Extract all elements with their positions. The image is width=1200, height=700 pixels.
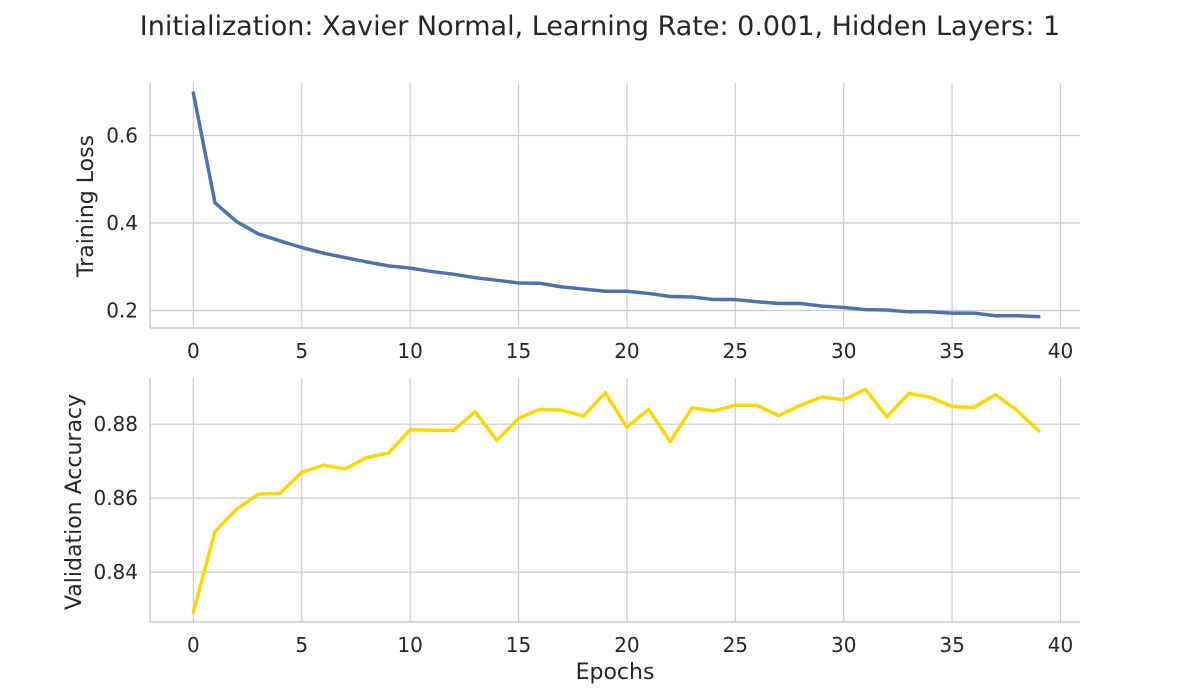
chart-title: Initialization: Xavier Normal, Learning … <box>140 11 1060 42</box>
validation-accuracy-xtick-label: 10 <box>397 633 422 657</box>
validation-accuracy-ytick-label: 0.88 <box>93 412 138 436</box>
training-loss-xtick-label: 15 <box>506 339 531 363</box>
training-loss-panel: 0 5 10 15 20 25 30 35 40 0.2 0.4 0.6 Training Loss <box>74 83 1080 363</box>
training-loss-ytick-label: 0.6 <box>106 124 138 148</box>
validation-accuracy-xtick-label: 35 <box>939 633 964 657</box>
training-loss-xtick-label: 0 <box>187 339 200 363</box>
training-loss-ytick-label: 0.4 <box>106 211 138 235</box>
validation-accuracy-ytick-label: 0.86 <box>93 486 138 510</box>
training-loss-tick-labels: 0 5 10 15 20 25 30 35 40 0.2 0.4 0.6 <box>106 124 1073 364</box>
validation-accuracy-xtick-label: 20 <box>614 633 639 657</box>
x-axis-label: Epochs <box>576 660 655 685</box>
training-loss-xtick-label: 25 <box>723 339 748 363</box>
validation-accuracy-tick-labels: 0 5 10 15 20 25 30 35 40 0.84 0.86 0.88 <box>93 412 1073 657</box>
training-loss-xtick-label: 40 <box>1048 339 1073 363</box>
validation-accuracy-ylabel: Validation Accuracy <box>62 394 87 610</box>
training-loss-ytick-label: 0.2 <box>106 299 138 323</box>
validation-accuracy-xtick-label: 15 <box>506 633 531 657</box>
training-loss-xtick-label: 20 <box>614 339 639 363</box>
validation-accuracy-xtick-label: 0 <box>187 633 200 657</box>
validation-accuracy-grid <box>150 378 1080 622</box>
validation-accuracy-xtick-label: 5 <box>295 633 308 657</box>
validation-accuracy-line <box>191 387 1041 614</box>
training-loss-xtick-label: 10 <box>397 339 422 363</box>
training-loss-xtick-label: 30 <box>831 339 856 363</box>
validation-accuracy-ytick-label: 0.84 <box>93 560 138 584</box>
validation-accuracy-xtick-label: 30 <box>831 633 856 657</box>
validation-accuracy-panel: 0 5 10 15 20 25 30 35 40 0.84 0.86 0.88 Validation … <box>62 378 1080 657</box>
training-loss-line <box>191 91 1041 319</box>
training-loss-ylabel: Training Loss <box>74 135 99 278</box>
training-loss-xtick-label: 5 <box>295 339 308 363</box>
validation-accuracy-xtick-label: 25 <box>723 633 748 657</box>
validation-accuracy-xtick-label: 40 <box>1048 633 1073 657</box>
training-loss-xtick-label: 35 <box>939 339 964 363</box>
